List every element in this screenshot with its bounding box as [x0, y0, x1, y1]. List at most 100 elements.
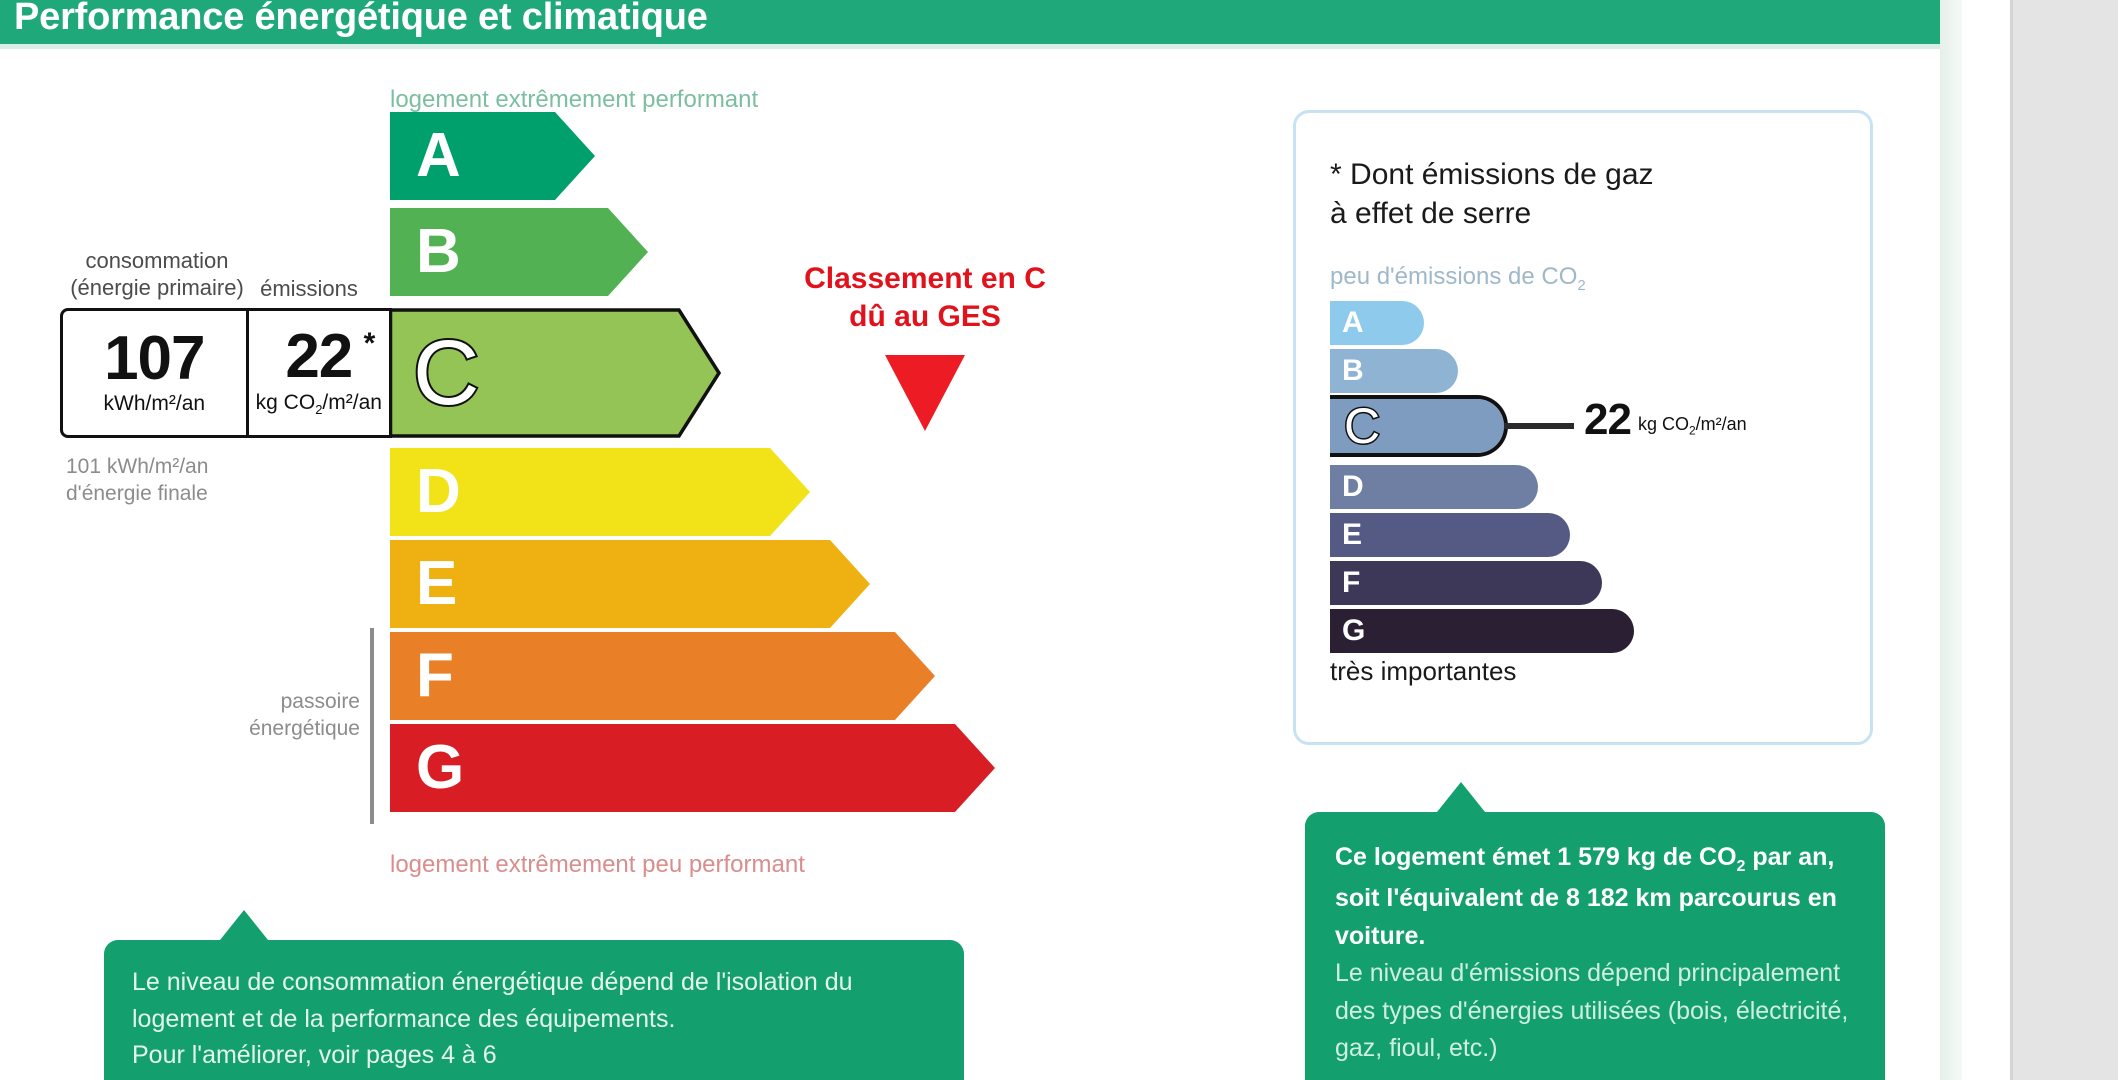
emissions-unit-sub: 2: [315, 402, 323, 418]
energy-bar-a-letter: A: [416, 121, 461, 190]
energy-bar-e-shape: [390, 540, 870, 628]
ges-bar-g-pill: [1330, 609, 1634, 653]
ges-bar-e-pill: [1330, 513, 1570, 557]
final-energy-text: d'énergie finale: [66, 482, 208, 506]
ges-caption-top: peu d'émissions de CO2: [1330, 263, 1586, 294]
ges-value-unit-pre: kg CO: [1637, 414, 1689, 435]
label-consommation: consommation (énergie primaire): [62, 248, 252, 302]
callout-emissions-info: Ce logement émet 1 579 kg de CO2 par an,…: [1305, 782, 1885, 1080]
ges-value-leader-line: [1486, 423, 1574, 429]
ges-bar-a-pill: [1330, 301, 1424, 345]
callout-left-line2: logement et de la performance des équipe…: [132, 1004, 676, 1033]
ges-bar-b-pill: [1330, 349, 1458, 393]
classement-line1: Classement en C: [804, 262, 1046, 295]
callout-pointer-icon: [1437, 782, 1485, 812]
callout-consumption-info: Le niveau de consommation énergétique dé…: [104, 910, 964, 1080]
callout-right-strong-pre: Ce logement émet 1 579 kg de CO: [1335, 843, 1737, 871]
ges-caption-bottom-line2: très importantes: [1330, 656, 1517, 687]
down-triangle-icon: [885, 354, 965, 431]
emissions-number: 22: [285, 322, 353, 392]
energy-bar-c-shape: C: [389, 308, 721, 438]
energy-bar-a: A: [390, 112, 595, 200]
final-energy-value: 101 kWh/m²/an: [66, 455, 209, 478]
header-underline: [0, 44, 1940, 49]
ges-bar-f: F: [1330, 561, 1602, 605]
callout-right-strong-sub: 2: [1736, 858, 1746, 875]
callout-right-strong: Ce logement émet 1 579 kg de CO2 par an,…: [1335, 838, 1855, 955]
passoire-line1: passoire: [280, 690, 360, 713]
callout-left-line3: Pour l'améliorer, voir pages 4 à 6: [132, 1041, 497, 1069]
classement-text: Classement en C dû au GES: [760, 260, 1090, 337]
ladder-caption-top: logement extrêmement performant: [390, 86, 759, 113]
energy-ladder: logement extrêmement performant logement…: [0, 48, 1200, 878]
energy-bar-d: D: [390, 448, 810, 536]
energy-bar-a-shape: [390, 112, 595, 200]
ges-bar-f-pill: [1330, 561, 1602, 605]
ges-bar-f-letter: F: [1342, 566, 1361, 599]
right-gutter-edge: [2010, 0, 2013, 1080]
ges-bar-a: A: [1330, 301, 1424, 345]
paper-edge-band: [1940, 0, 1962, 1080]
ges-bar-d-letter: D: [1342, 470, 1364, 503]
energy-bar-d-letter: D: [416, 457, 461, 526]
ges-bar-a-letter: A: [1342, 306, 1364, 339]
ges-bar-b-letter: B: [1342, 354, 1364, 387]
consumption-value-cell: 107 kWh/m²/an: [63, 311, 246, 435]
energy-bar-f-shape: [390, 632, 935, 720]
passoire-bracket: [370, 628, 374, 824]
energy-bar-g-letter: G: [416, 733, 465, 802]
energy-bar-f: F: [390, 632, 935, 720]
energy-bar-e-letter: E: [416, 549, 458, 618]
consumption-value: 107: [104, 323, 205, 393]
ges-caption-top-sub: 2: [1577, 276, 1586, 294]
right-gutter-white: [1962, 0, 2010, 1080]
callout-right-soft: Le niveau d'émissions dépend principalem…: [1335, 959, 1849, 1063]
ges-panel: * Dont émissions de gaz à effet de serre…: [1293, 110, 1873, 745]
classement-callout: Classement en C dû au GES: [760, 260, 1090, 431]
label-final-energy: 101 kWh/m²/an d'énergie finale: [66, 453, 208, 508]
energy-bar-c-letter: C: [411, 322, 481, 424]
ges-value-unit-post: /m²/an: [1695, 414, 1747, 435]
ges-value-unit: kg CO2/m²/an: [1638, 414, 1747, 438]
label-passoire: passoire énergétique: [210, 688, 360, 743]
energy-bar-f-letter: F: [416, 641, 454, 710]
ges-bar-b: B: [1330, 349, 1458, 393]
ges-panel-title: * Dont émissions de gaz à effet de serre: [1330, 155, 1654, 233]
emissions-value-cell: 22 * kg CO2/m²/an: [245, 311, 389, 435]
ges-bar-c-letter: C: [1342, 398, 1381, 454]
ges-caption-top-pre: peu d'émissions de CO: [1330, 263, 1578, 290]
emissions-asterisk: *: [363, 327, 376, 361]
energy-bar-c-selected: C 107 kWh/m²/an 22 * kg CO2/m²/an: [60, 308, 721, 438]
ges-title-line1: Dont émissions de gaz: [1350, 158, 1654, 191]
ges-current-value: 22 kg CO2/m²/an: [1584, 398, 1747, 442]
emissions-unit: kg CO2/m²/an: [256, 391, 382, 417]
ges-bar-e: E: [1330, 513, 1570, 557]
callout-right-strong-post: par an, soit l'équivalent de 8 182 km pa…: [1335, 843, 1837, 951]
ges-bar-c-current: C: [1330, 395, 1508, 457]
emissions-value: 22 *: [285, 326, 375, 388]
energy-bar-d-shape: [390, 448, 810, 536]
ges-value-number: 22: [1584, 395, 1632, 444]
label-emissions: émissions: [260, 276, 358, 301]
energy-bar-g-shape: [390, 724, 995, 812]
right-gutter-grey: [2010, 0, 2118, 1080]
energy-bar-e: E: [390, 540, 870, 628]
callout-pointer-icon: [220, 910, 268, 940]
consumption-unit: kWh/m²/an: [103, 392, 206, 416]
energy-bar-b: B: [390, 208, 648, 296]
emissions-unit-post: /m²/an: [322, 391, 382, 415]
ges-bar-c-pill: [1330, 399, 1504, 453]
ges-title-line2: à effet de serre: [1330, 197, 1532, 230]
section-header-bar: Performance énergétique et climatique: [0, 0, 1940, 48]
energy-bar-b-shape: [390, 208, 648, 296]
energy-values-box: 107 kWh/m²/an 22 * kg CO2/m²/an: [60, 308, 392, 438]
ges-value-unit-sub: 2: [1688, 424, 1696, 438]
label-consommation-main: consommation: [85, 248, 229, 273]
ges-bar-d-pill: [1330, 465, 1538, 509]
page-title: Performance énergétique et climatique: [14, 0, 708, 38]
classement-line2: dû au GES: [849, 300, 1001, 334]
label-consommation-sub: (énergie primaire): [70, 274, 244, 300]
ges-bar-g: G: [1330, 609, 1634, 653]
ges-bar-g-letter: G: [1342, 614, 1366, 647]
